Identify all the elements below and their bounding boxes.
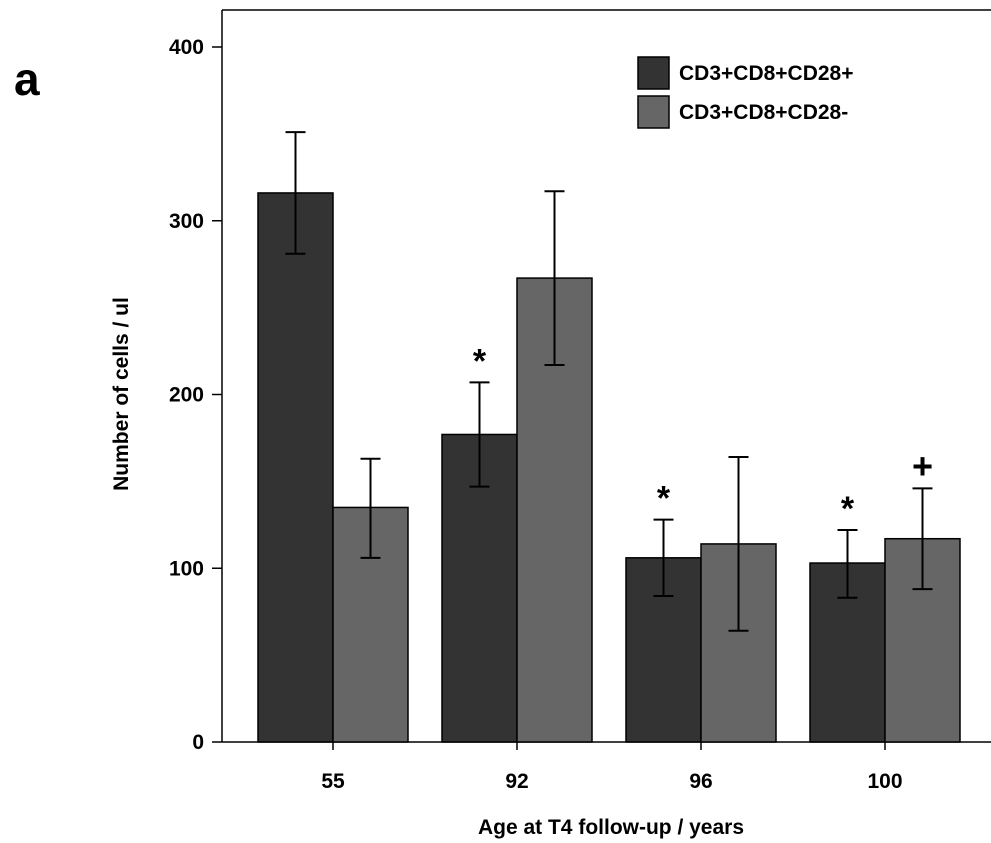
significance-mark: * [473, 342, 487, 380]
y-tick-label: 0 [192, 731, 204, 754]
y-tick-label: 100 [169, 557, 204, 580]
legend-swatch [637, 56, 670, 90]
x-tick-label: 92 [505, 770, 528, 793]
error-bars [285, 131, 933, 632]
bars [257, 192, 961, 743]
panel-label: a [14, 53, 40, 105]
y-tick-label: 400 [169, 36, 204, 59]
x-tick-label: 100 [867, 770, 902, 793]
x-axis-label: Age at T4 follow-up / years [478, 816, 744, 839]
legend-label: CD3+CD8+CD28- [679, 101, 848, 124]
significance-mark: * [841, 490, 855, 528]
x-axis: 55 92 96 100 [321, 742, 903, 793]
y-axis-label: Number of cells / ul [110, 297, 133, 491]
y-axis: 0 100 200 300 400 [169, 36, 222, 754]
y-tick-label: 300 [169, 210, 204, 233]
significance-mark: + [912, 445, 933, 486]
x-tick-label: 96 [689, 770, 712, 793]
legend-label: CD3+CD8+CD28+ [679, 62, 854, 85]
significance-mark: * [657, 480, 671, 518]
legend: CD3+CD8+CD28+ CD3+CD8+CD28- [637, 56, 854, 129]
significance-marks: * * * + [473, 342, 933, 528]
legend-swatch [637, 95, 670, 129]
x-tick-label: 55 [321, 770, 345, 793]
bar-CD3+CD8+CD28+-55 [257, 192, 334, 743]
y-tick-label: 200 [169, 384, 204, 407]
